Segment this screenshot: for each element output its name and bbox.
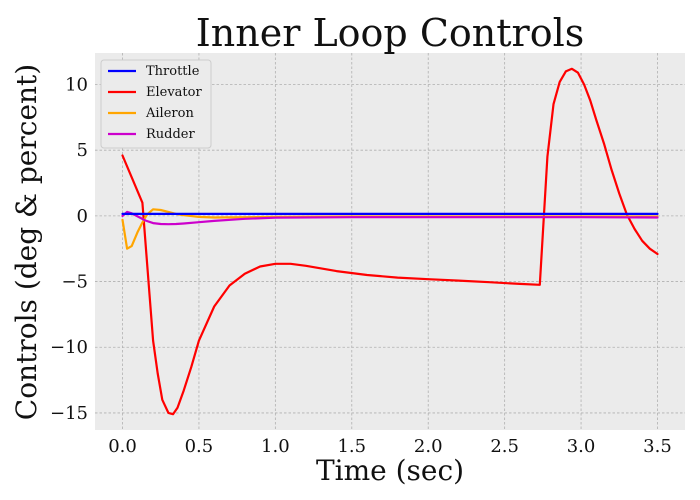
x-tick-label: 0.5 <box>185 436 214 457</box>
y-tick-label: 5 <box>77 140 88 161</box>
x-tick-label: 3.5 <box>643 436 672 457</box>
y-tick-label: −10 <box>50 337 88 358</box>
series-group <box>121 67 659 416</box>
x-axis-label: Time (sec) <box>316 454 464 487</box>
x-tick-label: 0.0 <box>108 436 137 457</box>
x-tick-label: 3.0 <box>567 436 596 457</box>
legend-label-elevator: Elevator <box>146 85 202 100</box>
legend-label-rudder: Rudder <box>146 127 195 142</box>
series-line-elevator <box>121 67 659 416</box>
y-axis-label: Controls (deg & percent) <box>10 64 43 420</box>
series-line-rudder <box>121 210 659 226</box>
legend-label-throttle: Throttle <box>146 64 200 79</box>
chart-title: Inner Loop Controls <box>196 11 584 55</box>
legend-label-aileron: Aileron <box>145 106 194 121</box>
y-tick-label: 0 <box>77 206 88 227</box>
x-tick-label: 1.0 <box>261 436 290 457</box>
y-tick-label: −15 <box>50 403 88 424</box>
legend-box <box>100 59 212 149</box>
tick-labels: 0.0 0.5 1.0 1.5 2.0 2.5 3.0 3.5 10 5 0 −5 −10 −15 <box>50 75 672 457</box>
x-tick-label: 2.5 <box>490 436 519 457</box>
legend: Throttle Elevator Aileron Rudder <box>100 59 212 149</box>
y-tick-label: 10 <box>65 75 88 96</box>
y-tick-label: −5 <box>61 272 88 293</box>
x-tick-label: 1.5 <box>337 436 366 457</box>
x-tick-label: 2.0 <box>414 436 443 457</box>
